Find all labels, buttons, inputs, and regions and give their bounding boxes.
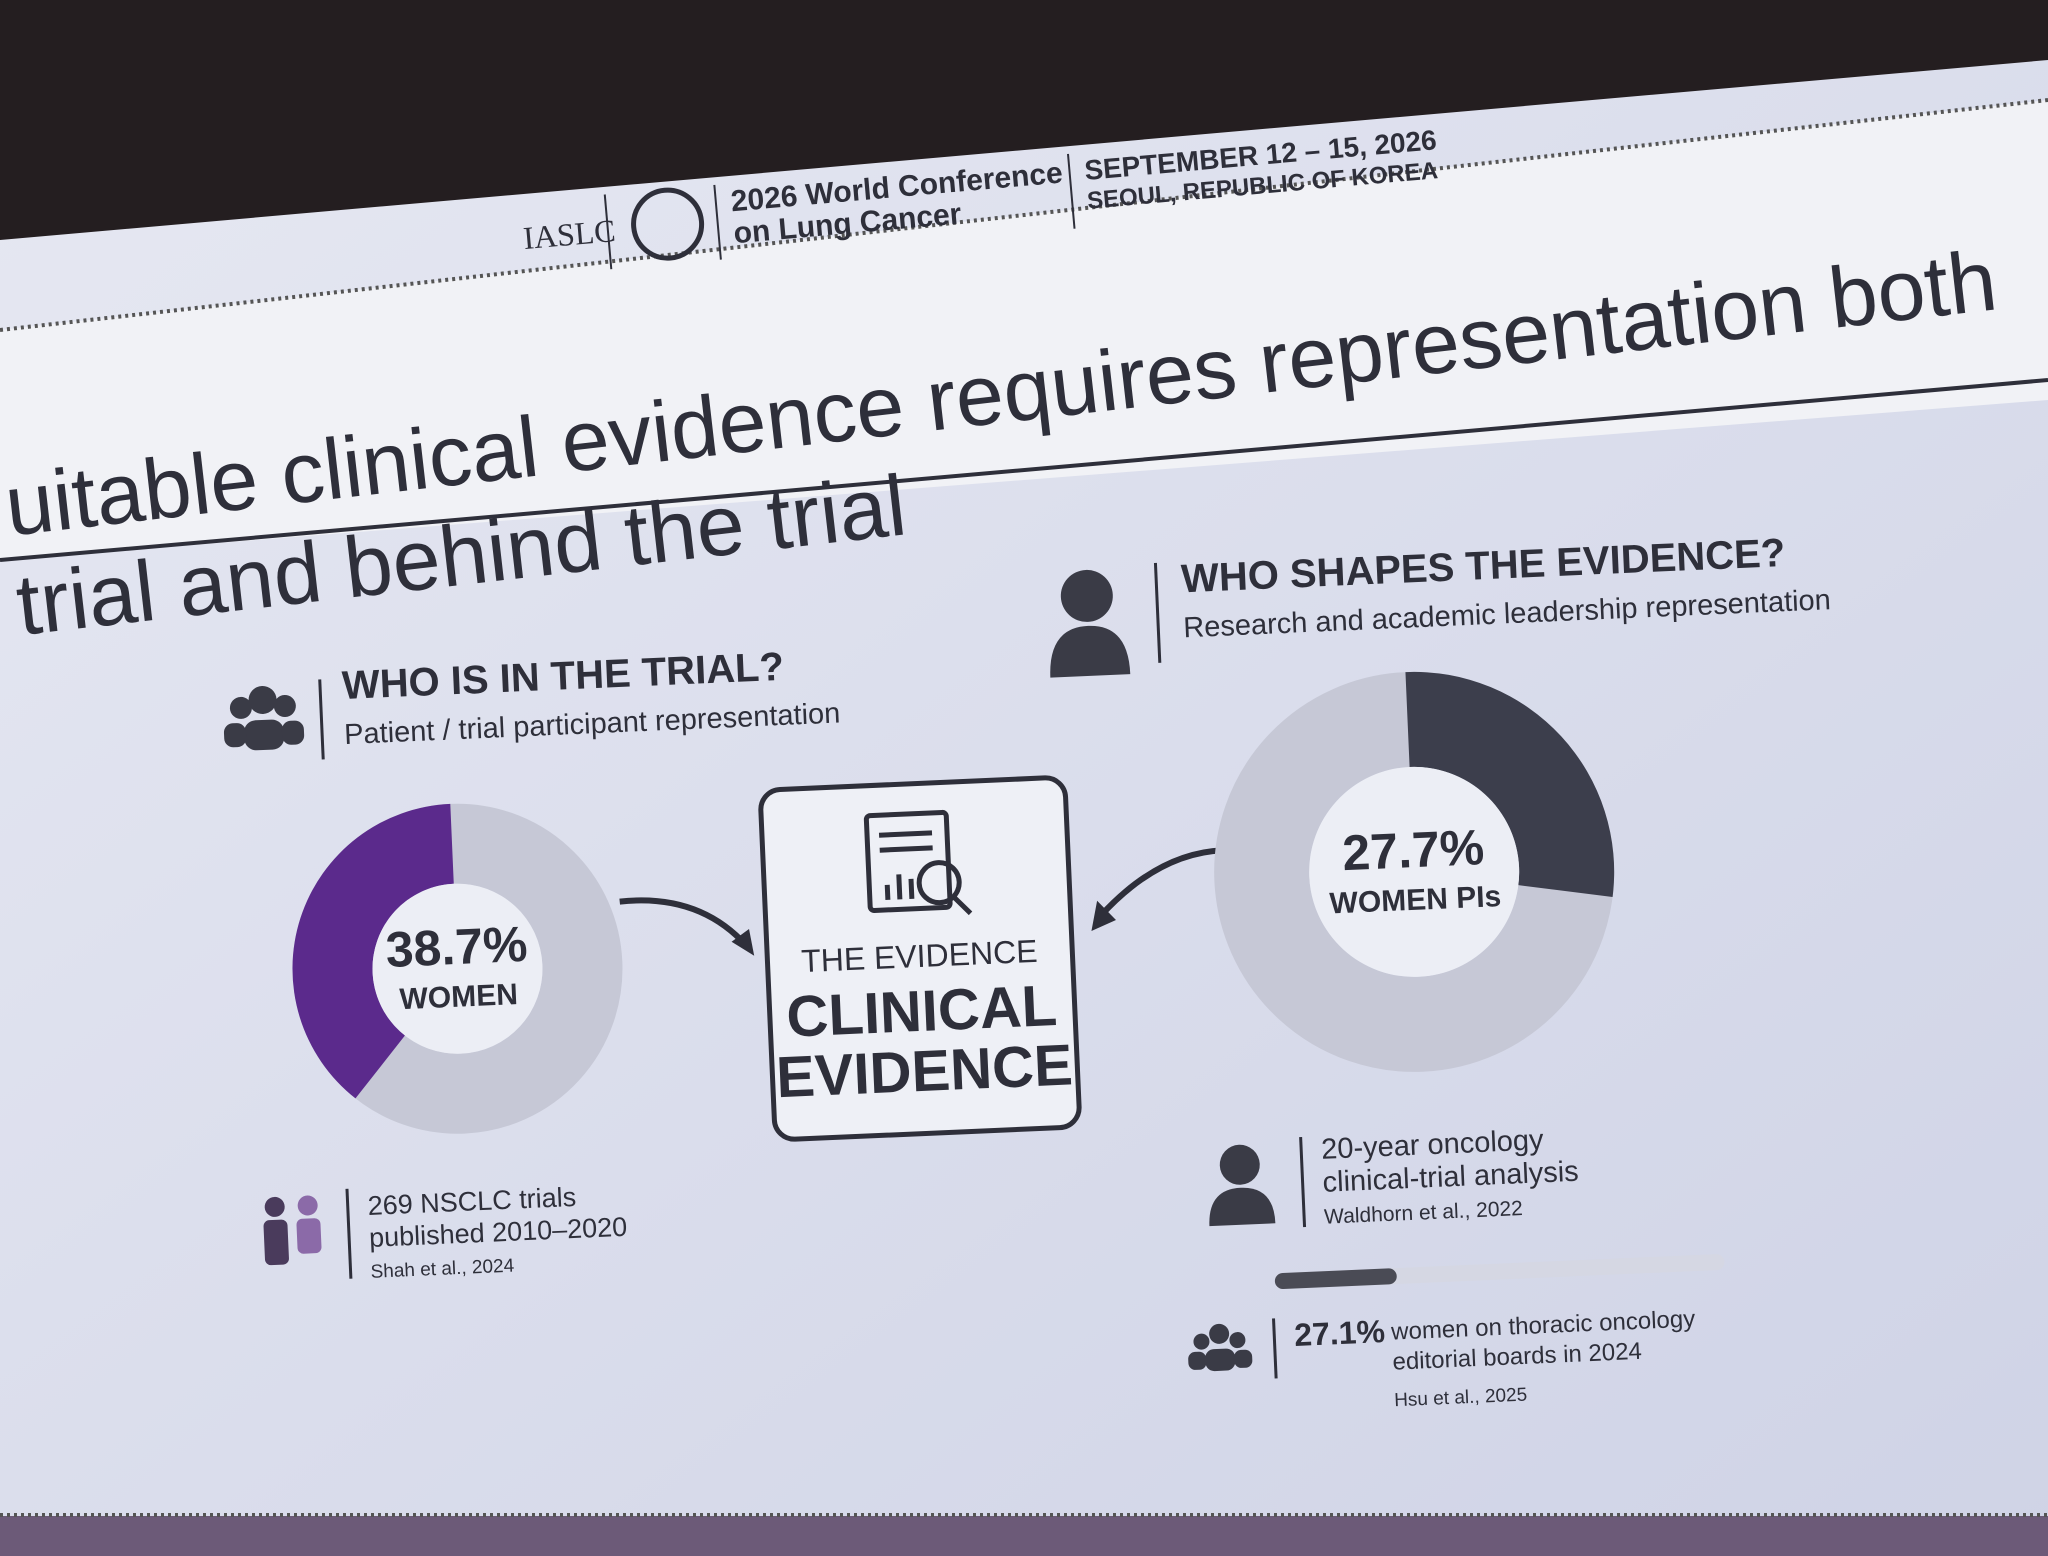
divider <box>1066 153 1076 229</box>
group-icon <box>223 685 305 751</box>
divider <box>713 184 722 260</box>
donut-hole <box>1309 766 1520 977</box>
donut-value: 27.7% <box>1341 819 1485 881</box>
donut-caption: WOMEN PIs <box>1329 880 1502 920</box>
arrow <box>619 897 750 949</box>
divider <box>318 679 325 760</box>
donut-segment <box>292 803 454 1099</box>
people-icon <box>263 1195 322 1266</box>
donut-caption: WOMEN <box>399 978 519 1016</box>
org-logo: IASLC <box>522 212 617 256</box>
evidence-title: EVIDENCE <box>775 1032 1074 1110</box>
progress-fill <box>1274 1268 1397 1290</box>
divider <box>1299 1137 1307 1228</box>
arrowhead <box>1091 900 1116 932</box>
logo-seal <box>631 187 705 261</box>
doctor-icon <box>1050 569 1131 678</box>
title-band <box>0 100 2048 560</box>
donut-value: 38.7% <box>384 916 528 978</box>
divider <box>1153 562 1162 663</box>
donut-segment <box>1405 671 1615 898</box>
donut-hole <box>372 883 543 1054</box>
doctor-icon <box>1209 1144 1276 1227</box>
divider <box>345 1188 353 1279</box>
title-rule <box>0 378 2048 562</box>
evidence-title: CLINICAL <box>785 973 1058 1050</box>
arrowhead <box>731 928 755 956</box>
stat-value: 27.1% <box>1293 1313 1385 1353</box>
group-icon <box>1188 1323 1253 1372</box>
arrow <box>1098 847 1224 918</box>
evidence-box <box>758 775 1082 1142</box>
report-icon <box>863 809 973 916</box>
bottom-strip <box>0 1516 2048 1556</box>
divider <box>1272 1318 1278 1379</box>
dotted-rule <box>0 98 2048 332</box>
divider <box>603 194 613 270</box>
